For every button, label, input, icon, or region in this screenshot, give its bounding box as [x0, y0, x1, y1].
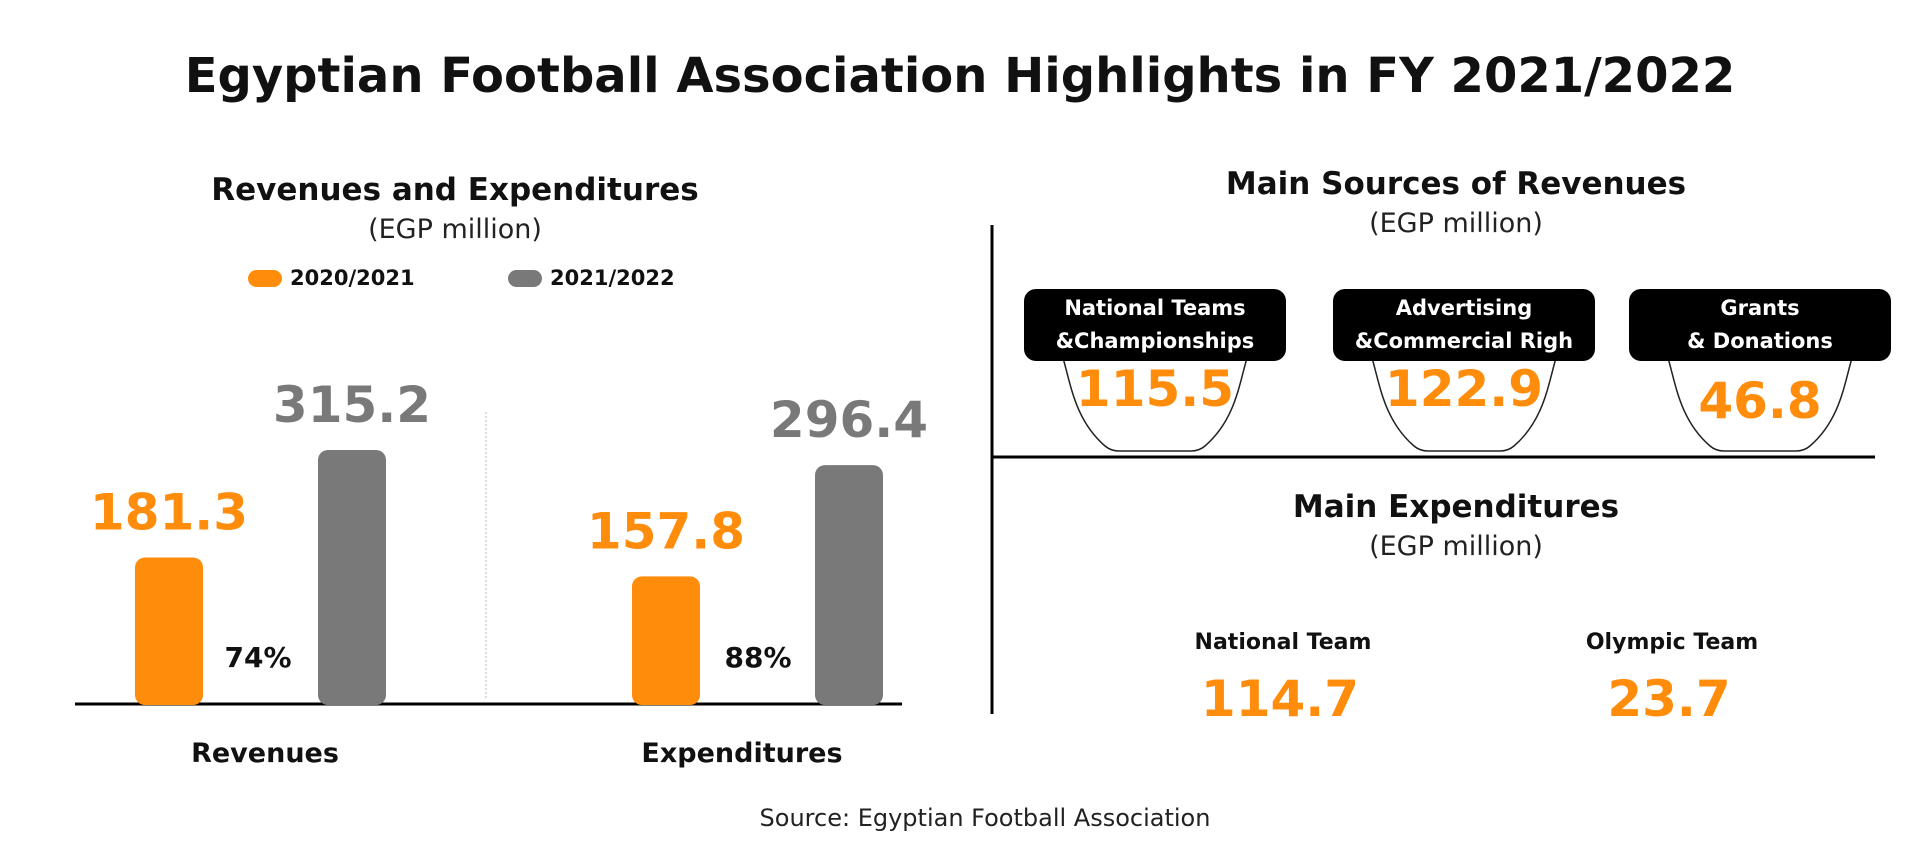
- bar-2021-2022-expenditures: [815, 465, 883, 705]
- bar-2020-2021-revenues: [135, 557, 203, 705]
- legend-label: 2020/2021: [290, 266, 415, 290]
- expenditure-value-national-team: 114.7: [1200, 670, 1360, 728]
- legend-item-2021-2022: 2021/2022: [508, 266, 675, 290]
- legend-swatch-orange: [248, 269, 282, 287]
- growth-label-revenues: 74%: [224, 641, 291, 674]
- growth-label-expenditures: 88%: [724, 641, 791, 674]
- data-label-2021-2022-revenues: 315.2: [273, 376, 431, 434]
- revenue-sources-title: Main Sources of Revenues: [1225, 166, 1687, 202]
- revenue-sources-unit: (EGP million): [1369, 208, 1543, 239]
- revenue-source-frame-0: [1062, 357, 1248, 452]
- legend-item-2020-2021: 2020/2021: [248, 266, 415, 290]
- main-expenditures-unit: (EGP million): [1369, 531, 1543, 562]
- revenue-source-frame-2: [1667, 357, 1853, 452]
- expenditure-label-olympic-team: Olympic Team: [1585, 630, 1759, 655]
- revenue-source-value-grants: 46.8: [1698, 372, 1822, 430]
- data-label-2020-2021-expenditures: 157.8: [587, 502, 745, 560]
- category-label-revenues: Revenues: [191, 738, 339, 769]
- badge-line1: Grants: [1720, 296, 1800, 320]
- bar-2020-2021-expenditures: [632, 576, 700, 705]
- revenue-source-badge-grants: Grants & Donations: [1629, 289, 1891, 361]
- legend-label: 2021/2022: [550, 266, 675, 290]
- badge-line2: & Donations: [1687, 329, 1833, 353]
- badge-line2: &Commercial Righ: [1354, 329, 1574, 353]
- revenue-source-frame-1: [1371, 357, 1557, 452]
- page-title: Egyptian Football Association Highlights…: [184, 48, 1736, 104]
- data-label-2020-2021-revenues: 181.3: [90, 483, 248, 541]
- legend-swatch-gray: [508, 269, 542, 287]
- expenditure-label-national-team: National Team: [1194, 630, 1372, 655]
- badge-line1: Advertising: [1395, 296, 1533, 320]
- bar-chart-title: Revenues and Expenditures: [211, 172, 699, 208]
- revenue-source-badge-advertising: Advertising &Commercial Righ: [1333, 289, 1595, 361]
- data-label-2021-2022-expenditures: 296.4: [770, 391, 928, 449]
- badge-line2: &Championships: [1055, 329, 1255, 353]
- badge-line1: National Teams: [1064, 296, 1246, 320]
- category-label-expenditures: Expenditures: [641, 738, 843, 769]
- bar-chart-unit: (EGP million): [368, 214, 542, 245]
- revenue-source-badge-national-teams: National Teams &Championships: [1024, 289, 1286, 361]
- expenditure-value-olympic-team: 23.7: [1607, 670, 1731, 728]
- revenue-source-value-national-teams: 115.5: [1075, 360, 1235, 418]
- revenue-source-value-advertising: 122.9: [1384, 360, 1544, 418]
- bar-2021-2022-revenues: [318, 450, 386, 705]
- source-note: Source: Egyptian Football Association: [759, 804, 1211, 832]
- main-expenditures-title: Main Expenditures: [1292, 489, 1620, 525]
